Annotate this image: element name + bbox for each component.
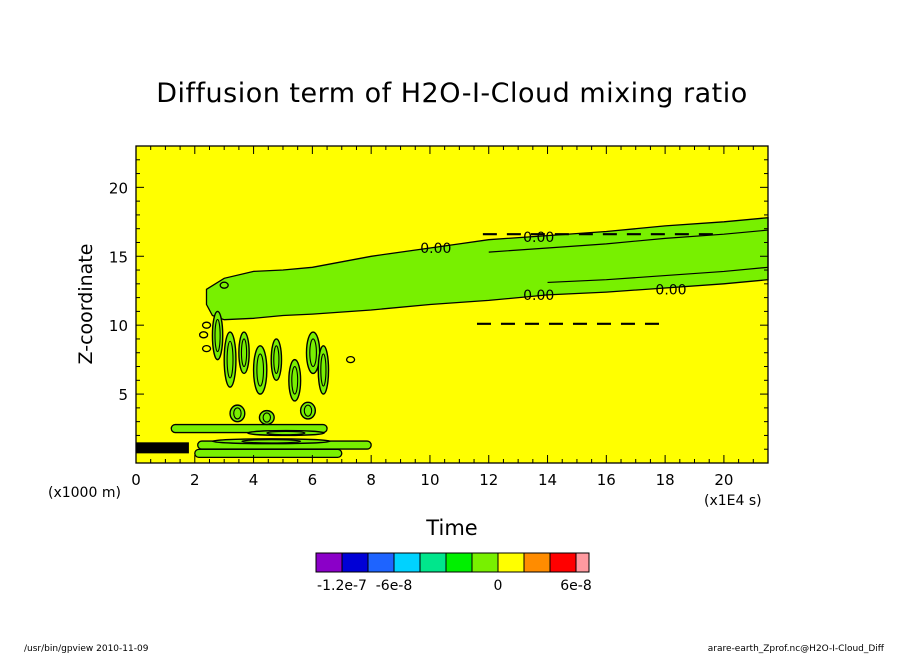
y-axis-label: Z-coordinate	[75, 244, 97, 365]
x-tick-label: 4	[249, 471, 259, 489]
footer-left: /usr/bin/gpview 2010-11-09	[24, 644, 149, 654]
convective-cell	[211, 438, 331, 445]
contour-label: 0.00	[420, 241, 451, 257]
colorbar-swatch	[367, 552, 395, 573]
convective-cell	[238, 331, 250, 375]
y-tick-label: 5	[118, 386, 128, 404]
x-axis-label: Time	[425, 516, 477, 540]
convective-cell-inner	[241, 439, 302, 444]
convective-cell	[288, 358, 302, 402]
colorbar-label: 6e-8	[560, 578, 591, 594]
convective-cell-inner	[320, 353, 327, 387]
x-tick-label: 18	[656, 471, 675, 489]
convective-cell	[247, 429, 325, 437]
convective-cell	[252, 345, 268, 395]
y-tick-label: 15	[109, 248, 128, 266]
convective-cell	[223, 331, 237, 388]
convective-cell-inner	[240, 338, 248, 368]
colorbar: -1.2e-7 -6e-8 0 6e-8	[315, 552, 592, 594]
convective-cell-inner	[256, 353, 265, 387]
convective-cell	[258, 409, 275, 426]
convective-cell-inner	[309, 338, 317, 368]
band-inner-contour	[547, 266, 769, 284]
convective-cell-inner	[262, 412, 272, 423]
convective-cell-inner	[303, 404, 313, 417]
colorbar-swatch	[471, 552, 499, 573]
colorbar-label: 0	[494, 578, 503, 594]
convective-cell-inner	[214, 318, 221, 353]
contour-label: 0.00	[655, 282, 686, 298]
footer-right: arare-earth_Zprof.nc@H2O-I-Cloud_Diff	[708, 644, 885, 654]
colorbar-swatch	[575, 552, 590, 573]
convective-cell	[299, 401, 317, 420]
contour-label: 0.00	[523, 230, 554, 246]
colorbar-swatch	[497, 552, 525, 573]
band-inner-contour	[488, 229, 769, 253]
x-tick-label: 16	[597, 471, 616, 489]
colorbar-swatch	[445, 552, 473, 573]
colorbar-label: -6e-8	[376, 578, 413, 594]
convective-cell	[317, 345, 330, 395]
small-contour	[198, 331, 209, 339]
colorbar-swatch	[393, 552, 421, 573]
contour-label: 0.00	[523, 288, 554, 304]
convective-cell	[211, 310, 224, 361]
small-contour	[345, 355, 356, 364]
x-tick-label: 10	[420, 471, 439, 489]
x-tick-label: 20	[714, 471, 733, 489]
x-tick-label: 8	[366, 471, 376, 489]
y-tick-label: 20	[109, 179, 128, 197]
surface-contour-cluster	[136, 442, 189, 454]
y-tick-label: 10	[109, 317, 128, 335]
colorbar-swatch	[549, 552, 577, 573]
convective-cell	[229, 404, 246, 423]
convective-cell	[270, 338, 283, 382]
chart-title: Diffusion term of H2O-I-Cloud mixing rat…	[156, 78, 748, 109]
colorbar-swatch	[523, 552, 551, 573]
plot-frame	[135, 145, 769, 464]
convective-cell-inner	[233, 407, 242, 420]
convective-cell-inner	[291, 365, 299, 395]
plot-area: 0.00 0.00 0.00 0.00 0 2 4 6 8 10 12 14 16 18 20 5 10 15 20	[109, 145, 769, 489]
x-tick-label: 2	[190, 471, 200, 489]
y-units-label: (x1000 m)	[48, 485, 121, 501]
x-tick-label: 6	[308, 471, 318, 489]
low-level-band	[194, 448, 343, 459]
x-tick-label: 0	[131, 471, 141, 489]
x-tick-label: 12	[479, 471, 498, 489]
convective-cell-inner	[226, 340, 234, 379]
small-contour	[201, 321, 212, 329]
convective-cell-inner	[266, 430, 306, 436]
colorbar-swatch	[419, 552, 447, 573]
small-contour	[201, 344, 212, 353]
x-tick-label: 14	[538, 471, 557, 489]
colorbar-label: -1.2e-7	[317, 578, 367, 594]
colorbar-swatch	[315, 552, 343, 573]
small-contour	[219, 281, 229, 289]
colorbar-swatch	[341, 552, 369, 573]
convective-cell-inner	[273, 345, 280, 374]
x-units-label: (x1E4 s)	[704, 493, 762, 509]
